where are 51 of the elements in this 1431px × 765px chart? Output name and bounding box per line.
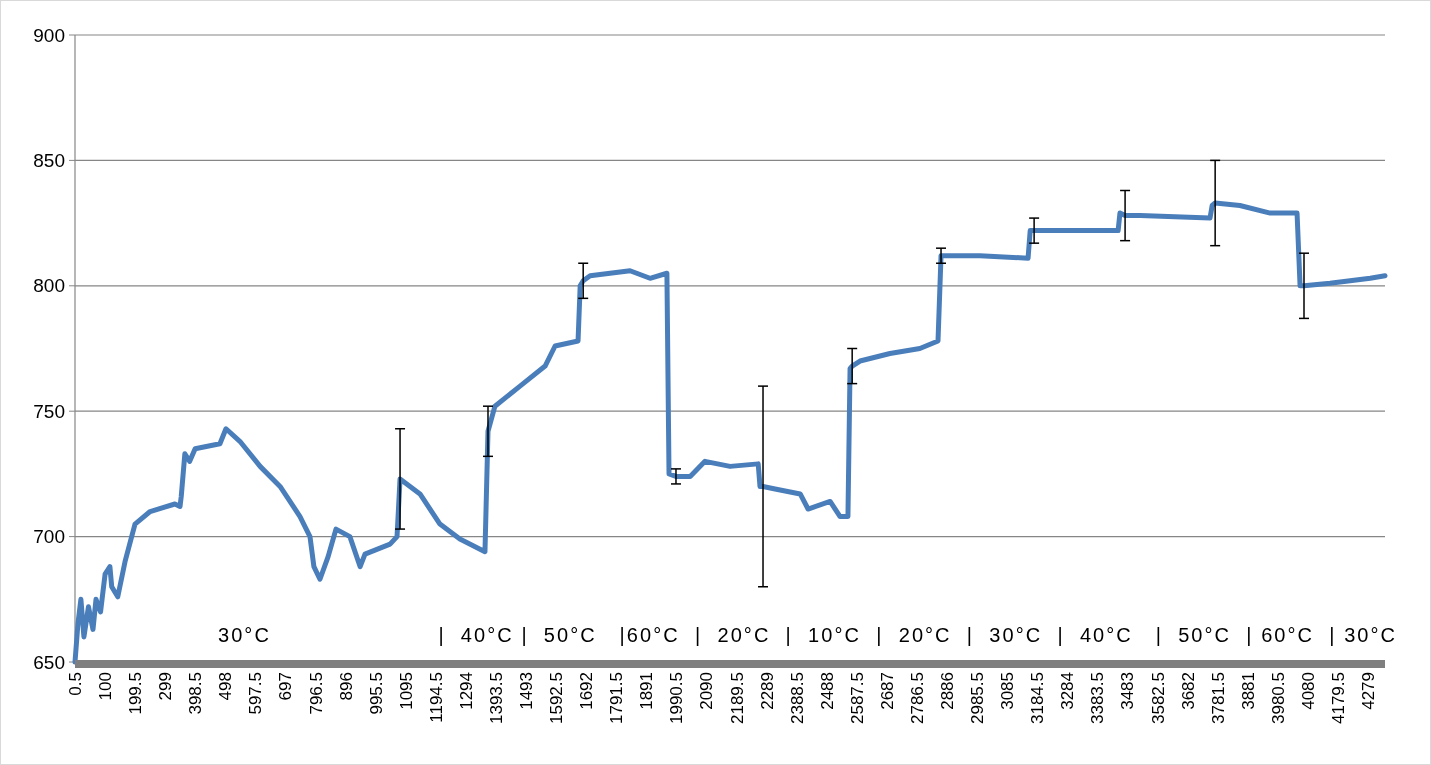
x-tick-label: 697 xyxy=(276,672,296,701)
x-tick-label: 4080 xyxy=(1298,672,1318,710)
y-tick-label: 650 xyxy=(33,651,65,673)
y-tick-label: 900 xyxy=(33,24,65,46)
x-tick-label: 0.5 xyxy=(65,672,85,696)
x-tick-label: 3383.5 xyxy=(1088,672,1108,724)
x-tick-label: 3483 xyxy=(1118,672,1138,710)
y-tick-label: 750 xyxy=(33,400,65,422)
x-tick-label: 2687 xyxy=(877,672,897,710)
x-tick-label: 2985.5 xyxy=(968,672,988,724)
y-tick-label: 700 xyxy=(33,526,65,548)
x-tick-label: 299 xyxy=(156,672,176,701)
x-tick-label: 1294 xyxy=(456,672,476,710)
x-tick-label: 1095 xyxy=(396,672,416,710)
x-tick-label: 597.5 xyxy=(246,672,266,715)
x-tick-label: 3582.5 xyxy=(1148,672,1168,724)
x-tick-label: 3284 xyxy=(1058,672,1078,710)
x-tick-label: 100 xyxy=(96,672,116,701)
x-tick-label: 199.5 xyxy=(126,672,146,715)
x-tick-label: 498 xyxy=(216,672,236,701)
x-tick-label: 1493 xyxy=(517,672,537,710)
x-tick-label: 3682 xyxy=(1178,672,1198,710)
x-tick-label: 4179.5 xyxy=(1328,672,1348,724)
x-tick-label: 1791.5 xyxy=(607,672,627,724)
x-tick-label: 995.5 xyxy=(366,672,386,715)
x-tick-label: 398.5 xyxy=(186,672,206,715)
x-tick-label: 896 xyxy=(336,672,356,701)
x-tick-label: 2388.5 xyxy=(787,672,807,724)
x-tick-label: 3980.5 xyxy=(1268,672,1288,724)
x-tick-label: 2189.5 xyxy=(727,672,747,724)
x-tick-label: 4279 xyxy=(1359,672,1379,710)
x-tick-label: 1990.5 xyxy=(667,672,687,724)
x-tick-label: 3781.5 xyxy=(1208,672,1228,724)
x-tick-label: 1393.5 xyxy=(486,672,506,724)
x-tick-label: 3085 xyxy=(998,672,1018,710)
x-tick-label: 2786.5 xyxy=(907,672,927,724)
x-tick-label: 2886 xyxy=(938,672,958,710)
x-tick-label: 796.5 xyxy=(306,672,326,715)
annotation: 30°C | 40°C | 50°C |60°C | 20°C | 10°C | 20°C | 30°C | 40°C | 50°C | 60°C | 30°C xyxy=(218,624,1395,646)
x-tick-label: 1592.5 xyxy=(547,672,567,724)
x-tick-label: 3881 xyxy=(1238,672,1258,710)
x-tick-label: 1692 xyxy=(577,672,597,710)
y-tick-label: 800 xyxy=(33,275,65,297)
y-tick-label: 850 xyxy=(33,150,65,172)
x-tick-label: 2090 xyxy=(697,672,717,710)
x-tick-label: 1194.5 xyxy=(426,672,446,723)
x-tick-label: 1891 xyxy=(637,672,657,710)
x-tick-label: 2488 xyxy=(817,672,837,710)
x-tick-label: 3184.5 xyxy=(1028,672,1048,724)
x-tick-label: 2587.5 xyxy=(847,672,867,724)
x-tick-label: 2289 xyxy=(757,672,777,710)
